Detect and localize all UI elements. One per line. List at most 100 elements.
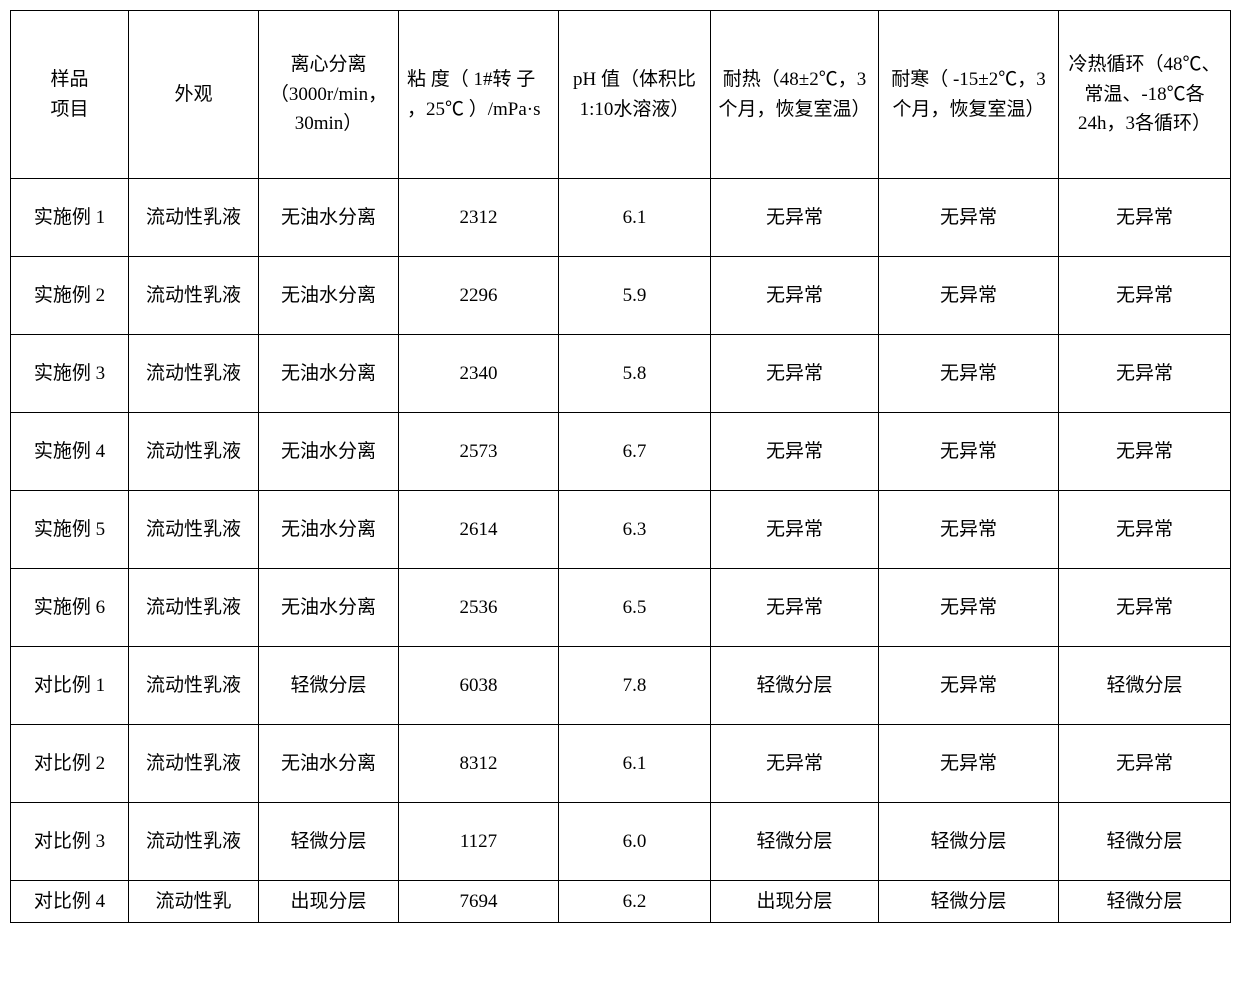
cell-heat: 无异常 bbox=[711, 335, 879, 413]
cell-sample: 实施例 4 bbox=[11, 413, 129, 491]
cell-heat: 无异常 bbox=[711, 569, 879, 647]
cell-viscosity: 7694 bbox=[399, 881, 559, 923]
cell-cycle: 无异常 bbox=[1059, 569, 1231, 647]
cell-appearance: 流动性乳液 bbox=[129, 413, 259, 491]
cell-cold: 无异常 bbox=[879, 335, 1059, 413]
cell-cold: 无异常 bbox=[879, 647, 1059, 725]
cell-viscosity: 2614 bbox=[399, 491, 559, 569]
cell-ph: 6.3 bbox=[559, 491, 711, 569]
cell-centrifuge: 无油水分离 bbox=[259, 335, 399, 413]
cell-cycle: 无异常 bbox=[1059, 491, 1231, 569]
cell-viscosity: 2312 bbox=[399, 179, 559, 257]
table-row: 实施例 6 流动性乳液 无油水分离 2536 6.5 无异常 无异常 无异常 bbox=[11, 569, 1231, 647]
cell-cold: 无异常 bbox=[879, 725, 1059, 803]
cell-sample: 对比例 4 bbox=[11, 881, 129, 923]
cell-viscosity: 6038 bbox=[399, 647, 559, 725]
cell-cycle: 轻微分层 bbox=[1059, 881, 1231, 923]
col-header-heat: 耐热（48±2℃，3个月，恢复室温） bbox=[711, 11, 879, 179]
table-header-row: 样品项目 外观 离心分离（3000r/min，30min） 粘 度（ 1#转 子… bbox=[11, 11, 1231, 179]
cell-centrifuge: 无油水分离 bbox=[259, 725, 399, 803]
cell-ph: 5.8 bbox=[559, 335, 711, 413]
cell-heat: 无异常 bbox=[711, 257, 879, 335]
col-header-ph: pH 值（体积比 1:10水溶液） bbox=[559, 11, 711, 179]
cell-appearance: 流动性乳液 bbox=[129, 803, 259, 881]
cell-appearance: 流动性乳液 bbox=[129, 179, 259, 257]
cell-sample: 实施例 2 bbox=[11, 257, 129, 335]
cell-ph: 6.2 bbox=[559, 881, 711, 923]
cell-ph: 6.1 bbox=[559, 179, 711, 257]
col-header-cold: 耐寒（ -15±2℃，3 个月，恢复室温） bbox=[879, 11, 1059, 179]
cell-cycle: 无异常 bbox=[1059, 413, 1231, 491]
cell-appearance: 流动性乳液 bbox=[129, 257, 259, 335]
cell-heat: 出现分层 bbox=[711, 881, 879, 923]
cell-centrifuge: 无油水分离 bbox=[259, 569, 399, 647]
cell-centrifuge: 出现分层 bbox=[259, 881, 399, 923]
cell-cold: 无异常 bbox=[879, 491, 1059, 569]
cell-cold: 无异常 bbox=[879, 413, 1059, 491]
cell-centrifuge: 无油水分离 bbox=[259, 491, 399, 569]
cell-heat: 无异常 bbox=[711, 491, 879, 569]
cell-ph: 6.1 bbox=[559, 725, 711, 803]
cell-sample: 实施例 1 bbox=[11, 179, 129, 257]
cell-cycle: 无异常 bbox=[1059, 335, 1231, 413]
cell-appearance: 流动性乳 bbox=[129, 881, 259, 923]
table-row: 对比例 1 流动性乳液 轻微分层 6038 7.8 轻微分层 无异常 轻微分层 bbox=[11, 647, 1231, 725]
cell-centrifuge: 无油水分离 bbox=[259, 179, 399, 257]
cell-cold: 轻微分层 bbox=[879, 803, 1059, 881]
cell-appearance: 流动性乳液 bbox=[129, 647, 259, 725]
cell-cycle: 无异常 bbox=[1059, 725, 1231, 803]
cell-centrifuge: 无油水分离 bbox=[259, 257, 399, 335]
cell-sample: 对比例 3 bbox=[11, 803, 129, 881]
table-body: 实施例 1 流动性乳液 无油水分离 2312 6.1 无异常 无异常 无异常 实… bbox=[11, 179, 1231, 923]
cell-ph: 6.7 bbox=[559, 413, 711, 491]
cell-viscosity: 2296 bbox=[399, 257, 559, 335]
cell-centrifuge: 轻微分层 bbox=[259, 803, 399, 881]
cell-heat: 轻微分层 bbox=[711, 803, 879, 881]
cell-sample: 实施例 5 bbox=[11, 491, 129, 569]
cell-ph: 7.8 bbox=[559, 647, 711, 725]
col-header-cycle: 冷热循环（48℃、常温、-18℃各 24h，3各循环） bbox=[1059, 11, 1231, 179]
cell-appearance: 流动性乳液 bbox=[129, 491, 259, 569]
cell-cold: 无异常 bbox=[879, 257, 1059, 335]
cell-sample: 对比例 1 bbox=[11, 647, 129, 725]
cell-viscosity: 1127 bbox=[399, 803, 559, 881]
cell-centrifuge: 轻微分层 bbox=[259, 647, 399, 725]
table-row: 对比例 4 流动性乳 出现分层 7694 6.2 出现分层 轻微分层 轻微分层 bbox=[11, 881, 1231, 923]
cell-sample: 实施例 3 bbox=[11, 335, 129, 413]
cell-appearance: 流动性乳液 bbox=[129, 569, 259, 647]
cell-heat: 无异常 bbox=[711, 179, 879, 257]
cell-viscosity: 2340 bbox=[399, 335, 559, 413]
cell-cycle: 轻微分层 bbox=[1059, 803, 1231, 881]
cell-viscosity: 2573 bbox=[399, 413, 559, 491]
cell-cold: 无异常 bbox=[879, 179, 1059, 257]
col-header-sample: 样品项目 bbox=[11, 11, 129, 179]
table-row: 对比例 2 流动性乳液 无油水分离 8312 6.1 无异常 无异常 无异常 bbox=[11, 725, 1231, 803]
cell-viscosity: 8312 bbox=[399, 725, 559, 803]
cell-cold: 轻微分层 bbox=[879, 881, 1059, 923]
cell-viscosity: 2536 bbox=[399, 569, 559, 647]
table-row: 实施例 1 流动性乳液 无油水分离 2312 6.1 无异常 无异常 无异常 bbox=[11, 179, 1231, 257]
table-row: 实施例 5 流动性乳液 无油水分离 2614 6.3 无异常 无异常 无异常 bbox=[11, 491, 1231, 569]
cell-appearance: 流动性乳液 bbox=[129, 725, 259, 803]
table-row: 对比例 3 流动性乳液 轻微分层 1127 6.0 轻微分层 轻微分层 轻微分层 bbox=[11, 803, 1231, 881]
cell-cycle: 无异常 bbox=[1059, 257, 1231, 335]
cell-sample: 实施例 6 bbox=[11, 569, 129, 647]
col-header-appearance: 外观 bbox=[129, 11, 259, 179]
col-header-centrifuge: 离心分离（3000r/min，30min） bbox=[259, 11, 399, 179]
table-row: 实施例 3 流动性乳液 无油水分离 2340 5.8 无异常 无异常 无异常 bbox=[11, 335, 1231, 413]
cell-ph: 6.5 bbox=[559, 569, 711, 647]
data-table: 样品项目 外观 离心分离（3000r/min，30min） 粘 度（ 1#转 子… bbox=[10, 10, 1231, 923]
cell-ph: 6.0 bbox=[559, 803, 711, 881]
cell-heat: 无异常 bbox=[711, 725, 879, 803]
cell-centrifuge: 无油水分离 bbox=[259, 413, 399, 491]
table-row: 实施例 4 流动性乳液 无油水分离 2573 6.7 无异常 无异常 无异常 bbox=[11, 413, 1231, 491]
cell-ph: 5.9 bbox=[559, 257, 711, 335]
cell-cold: 无异常 bbox=[879, 569, 1059, 647]
col-header-viscosity: 粘 度（ 1#转 子 ，25℃ ）/mPa·s bbox=[399, 11, 559, 179]
cell-appearance: 流动性乳液 bbox=[129, 335, 259, 413]
cell-heat: 无异常 bbox=[711, 413, 879, 491]
cell-cycle: 轻微分层 bbox=[1059, 647, 1231, 725]
cell-sample: 对比例 2 bbox=[11, 725, 129, 803]
cell-heat: 轻微分层 bbox=[711, 647, 879, 725]
cell-cycle: 无异常 bbox=[1059, 179, 1231, 257]
